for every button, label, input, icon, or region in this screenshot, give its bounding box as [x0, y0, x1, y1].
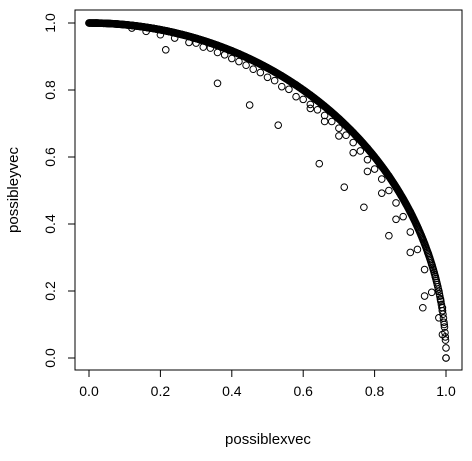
data-point [213, 79, 222, 88]
data-point [363, 155, 372, 164]
data-point [377, 189, 386, 197]
data-point [335, 124, 343, 132]
data-point [418, 303, 427, 312]
x-tick-label: 1.0 [436, 383, 456, 399]
data-point [439, 314, 448, 322]
data-point [274, 121, 283, 129]
data-point [420, 292, 429, 300]
data-point [349, 138, 357, 147]
data-point [320, 111, 329, 120]
y-tick-label: 0.2 [42, 281, 58, 301]
data-point [161, 46, 170, 54]
y-tick-label: 1.0 [42, 13, 58, 33]
data-point [356, 147, 365, 155]
data-point [441, 336, 450, 344]
data-point [385, 186, 393, 195]
x-tick-label: 0.8 [365, 383, 385, 399]
data-point [270, 76, 279, 85]
data-point [436, 292, 444, 301]
data-point [439, 310, 447, 319]
data-point [377, 175, 386, 183]
data-point [228, 54, 236, 63]
data-point [438, 306, 447, 315]
data-point [249, 65, 258, 74]
data-point [245, 101, 254, 109]
data-point [263, 73, 272, 82]
y-tick-label: 0.4 [42, 214, 58, 234]
data-point [363, 167, 372, 176]
data-point [442, 344, 450, 352]
data-point [413, 245, 422, 254]
data-point [306, 100, 315, 109]
y-tick-label: 0.0 [42, 348, 58, 368]
data-point [299, 95, 308, 104]
x-axis: 0.0 0.2 0.4 0.6 0.8 1.0 [79, 369, 456, 399]
data-point [441, 328, 449, 337]
data-point [335, 132, 343, 140]
data-point [440, 318, 448, 327]
data-point [313, 105, 322, 114]
data-point [320, 117, 329, 126]
data-point [437, 297, 445, 306]
data-point [285, 85, 293, 94]
data-point [427, 288, 436, 297]
data-point [306, 104, 315, 113]
data-point [242, 61, 250, 70]
data-point [440, 323, 449, 331]
data-point [349, 148, 357, 157]
y-axis: 0.0 0.2 0.4 0.6 0.8 1.0 [42, 13, 76, 368]
data-point [406, 228, 415, 236]
x-tick-label: 0.6 [293, 383, 313, 399]
x-tick-label: 0.4 [222, 383, 242, 399]
y-axis-title: possibleyvec [5, 147, 22, 233]
plot-box [74, 9, 463, 371]
data-point [235, 57, 243, 66]
data-point [292, 92, 300, 101]
x-tick-label: 0.0 [79, 383, 99, 399]
data-point [392, 199, 400, 207]
data-points [85, 19, 450, 362]
data-point [342, 131, 350, 140]
data-point [392, 215, 400, 224]
y-tick-label: 0.8 [42, 80, 58, 100]
x-tick-label: 0.2 [151, 383, 171, 399]
data-point [399, 212, 407, 221]
y-tick-label: 0.6 [42, 147, 58, 167]
data-point [327, 117, 336, 126]
data-point [360, 203, 368, 212]
x-axis-title: possiblexvec [225, 431, 311, 448]
data-point [420, 265, 429, 274]
data-point [436, 295, 445, 303]
data-point [442, 354, 450, 362]
data-point [385, 231, 393, 240]
data-point [340, 183, 349, 191]
data-point [406, 248, 415, 257]
data-point [256, 68, 265, 77]
data-point [315, 159, 324, 168]
data-point [370, 165, 379, 173]
data-point [277, 82, 286, 91]
